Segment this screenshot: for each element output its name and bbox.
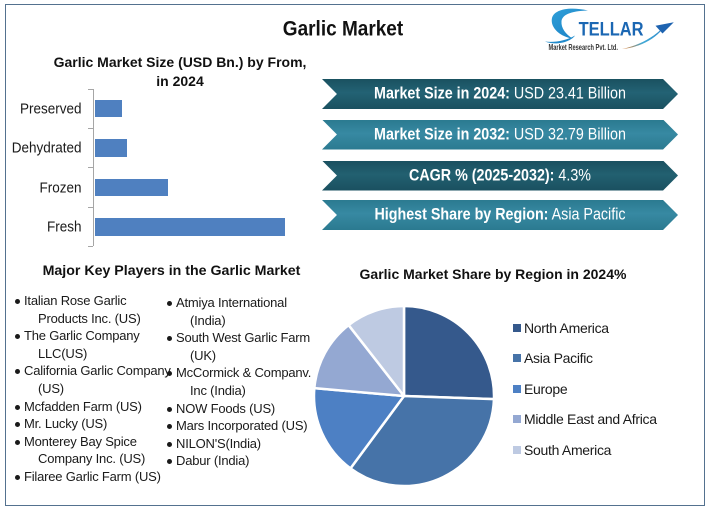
svg-text:TELLAR: TELLAR xyxy=(579,18,644,40)
svg-text:Market Research Pvt. Ltd.: Market Research Pvt. Ltd. xyxy=(549,44,619,52)
